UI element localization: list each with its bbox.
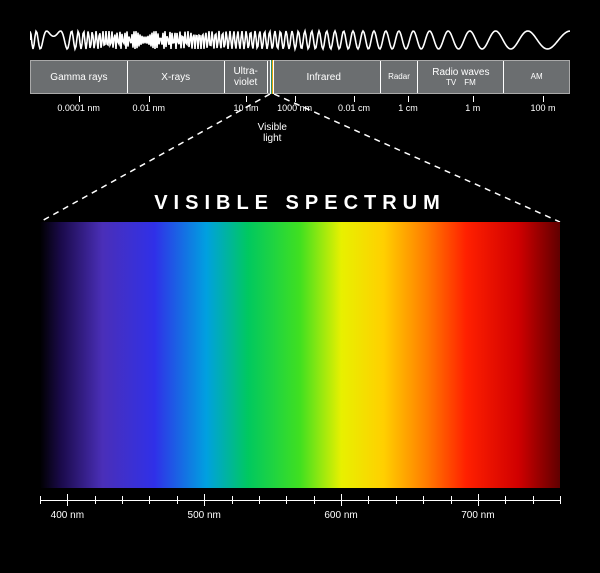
minor-tick: [368, 496, 369, 504]
title: VISIBLE SPECTRUM: [0, 192, 600, 215]
major-tick: [204, 494, 205, 506]
tick: [149, 96, 150, 102]
major-tick: [341, 494, 342, 506]
tick: [246, 96, 247, 102]
minor-tick: [423, 496, 424, 504]
minor-tick: [149, 496, 150, 504]
minor-tick: [122, 496, 123, 504]
tick-label: 100 m: [530, 103, 555, 113]
em-segment: Ultra-violet: [225, 61, 268, 93]
tick: [408, 96, 409, 102]
minor-tick: [396, 496, 397, 504]
tick: [295, 96, 296, 102]
minor-tick: [286, 496, 287, 504]
visible-light-label-2: light: [258, 133, 287, 144]
minor-tick: [533, 496, 534, 504]
minor-tick: [177, 496, 178, 504]
tick-label: 1000 nm: [277, 103, 312, 113]
frequency-wave: [30, 28, 570, 52]
em-segment: Radio wavesTVFM: [418, 61, 504, 93]
tick-label: 1 m: [465, 103, 480, 113]
em-segment: Infrared: [268, 61, 381, 93]
minor-tick: [40, 496, 41, 504]
tick-label: 0.01 nm: [133, 103, 166, 113]
visible-light-label-1: Visible: [258, 122, 287, 133]
tick: [473, 96, 474, 102]
minor-tick: [259, 496, 260, 504]
major-tick: [67, 494, 68, 506]
em-segment: Radar: [381, 61, 419, 93]
tick: [354, 96, 355, 102]
major-tick-label: 600 nm: [324, 510, 357, 521]
minor-tick: [560, 496, 561, 504]
tick-label: 10 nm: [233, 103, 258, 113]
tick: [543, 96, 544, 102]
wavelength-scale-bottom: 400 nm 500 nm 600 nm 700 nm: [40, 494, 560, 530]
tick-label: 0.01 cm: [338, 103, 370, 113]
visible-light-label: Visible light: [258, 122, 287, 144]
wavelength-scale-top: 0.0001 nm 0.01 nm 10 nm 1000 nm 0.01 cm 1 cm 1…: [30, 96, 570, 118]
minor-tick: [314, 496, 315, 504]
minor-tick: [505, 496, 506, 504]
visible-spectrum: [40, 222, 560, 488]
minor-tick: [95, 496, 96, 504]
minor-tick: [451, 496, 452, 504]
visible-light-marker: [270, 60, 274, 94]
tick-label: 0.0001 nm: [57, 103, 100, 113]
spectrum-gradient: [40, 222, 560, 488]
tick: [79, 96, 80, 102]
major-tick-label: 400 nm: [51, 510, 84, 521]
em-segment: AM: [504, 61, 569, 93]
axis-line: [40, 500, 560, 501]
minor-tick: [232, 496, 233, 504]
spectrum-diagram: Gamma raysX-raysUltra-violetInfraredRada…: [0, 0, 600, 573]
tick-label: 1 cm: [398, 103, 418, 113]
em-spectrum-bar: Gamma raysX-raysUltra-violetInfraredRada…: [30, 60, 570, 94]
major-tick: [478, 494, 479, 506]
em-segment: Gamma rays: [31, 61, 128, 93]
major-tick-label: 500 nm: [188, 510, 221, 521]
em-segment: X-rays: [128, 61, 225, 93]
major-tick-label: 700 nm: [461, 510, 494, 521]
